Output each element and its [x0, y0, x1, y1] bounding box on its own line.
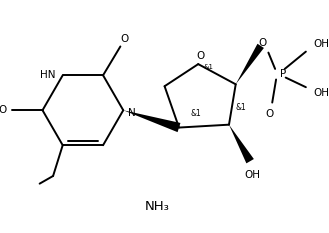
Text: O: O	[265, 109, 273, 119]
Text: O: O	[120, 34, 128, 44]
Polygon shape	[236, 44, 264, 84]
Text: &1: &1	[191, 109, 202, 118]
Text: O: O	[0, 105, 6, 115]
Text: N: N	[128, 108, 136, 118]
Text: &1: &1	[235, 103, 246, 112]
Text: O: O	[259, 38, 267, 48]
Polygon shape	[229, 125, 254, 163]
Text: OH: OH	[313, 88, 329, 98]
Text: &1: &1	[204, 64, 214, 70]
Text: OH: OH	[244, 170, 260, 180]
Text: NH₃: NH₃	[144, 200, 169, 213]
Text: O: O	[196, 51, 204, 62]
Text: OH: OH	[313, 39, 329, 49]
Polygon shape	[123, 110, 180, 132]
Text: P: P	[280, 69, 286, 79]
Text: HN: HN	[39, 70, 55, 80]
